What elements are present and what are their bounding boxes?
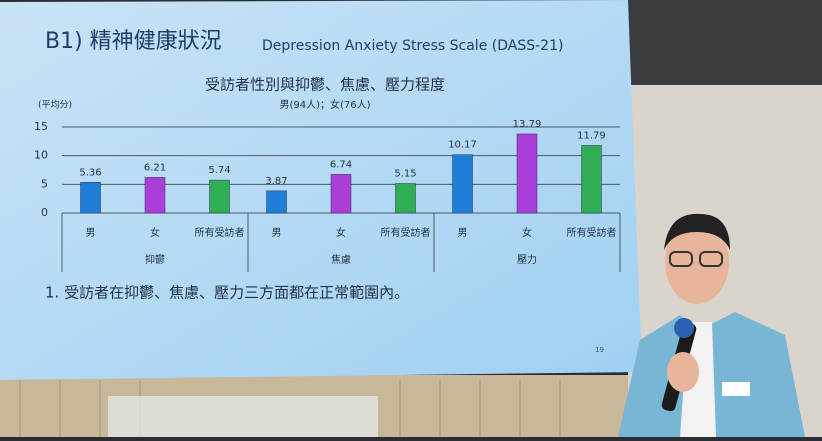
x-tick-label: 所有受訪者	[380, 226, 430, 239]
bar	[516, 133, 538, 214]
ceiling	[628, 0, 822, 85]
chart-subtitle: 男(94人)；女(76人)	[279, 98, 370, 111]
page-number: 19	[595, 346, 604, 354]
podium	[108, 396, 378, 437]
y-tick-label: 15	[34, 120, 48, 133]
bar	[266, 190, 287, 214]
bar	[80, 182, 101, 214]
bar	[395, 183, 416, 214]
x-tick-label: 男	[458, 227, 468, 239]
bar	[581, 145, 602, 214]
x-tick-label: 男	[86, 227, 96, 239]
x-tick-label: 所有受訪者	[194, 226, 244, 239]
group-label: 壓力	[517, 253, 537, 266]
value-label: 3.87	[265, 176, 287, 187]
chart-title: 受訪者性別與抑鬱、焦慮、壓力程度	[205, 76, 445, 94]
y-axis-label: (平均分)	[38, 99, 72, 111]
y-tick-label: 10	[34, 149, 48, 162]
bar	[452, 154, 473, 214]
y-tick-label: 5	[41, 177, 48, 190]
value-label: 6.21	[144, 162, 166, 173]
bar	[209, 179, 230, 214]
bar	[330, 174, 352, 214]
slide-subheading: Depression Anxiety Stress Scale (DASS-21…	[262, 38, 563, 54]
slide-heading: B1) 精神健康狀況	[45, 29, 222, 54]
value-label: 5.74	[208, 165, 230, 176]
x-tick-label: 女	[150, 226, 160, 239]
value-label: 5.36	[79, 167, 101, 178]
value-label: 5.15	[394, 168, 416, 179]
value-label: 11.79	[577, 130, 606, 141]
slide-note: 1. 受訪者在抑鬱、焦慮、壓力三方面都在正常範圍內。	[45, 284, 409, 302]
x-tick-label: 男	[272, 227, 282, 239]
x-tick-label: 所有受訪者	[566, 226, 616, 239]
x-tick-label: 女	[522, 226, 532, 239]
value-label: 13.79	[513, 119, 542, 130]
speaker	[618, 213, 805, 437]
bar	[144, 177, 166, 214]
value-label: 10.17	[448, 140, 477, 151]
slide	[0, 0, 642, 380]
value-label: 6.74	[330, 159, 352, 170]
y-tick-label: 0	[41, 206, 48, 219]
x-tick-label: 女	[336, 226, 346, 239]
group-label: 抑鬱	[145, 253, 165, 266]
group-label: 焦慮	[331, 253, 351, 266]
